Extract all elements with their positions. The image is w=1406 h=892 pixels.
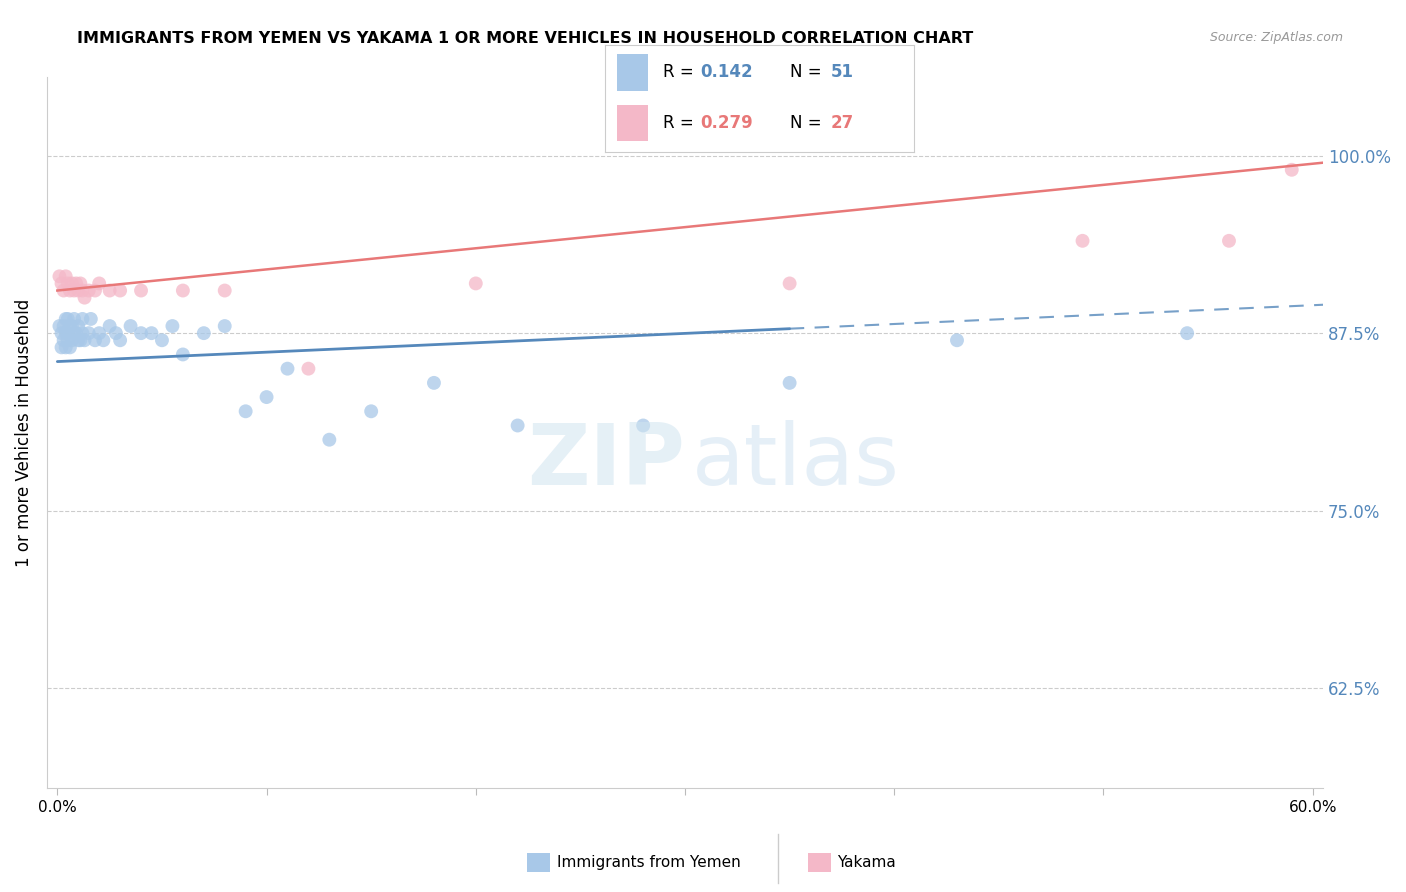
Point [60, 319, 83, 334]
Text: N =: N = [790, 114, 827, 132]
Point [51, 277, 73, 291]
Point [141, 326, 163, 340]
Point [77, 326, 100, 340]
Point [104, 326, 127, 340]
Text: Immigrants from Yemen: Immigrants from Yemen [557, 855, 741, 870]
Point [84, 333, 107, 347]
Bar [617, 104, 648, 141]
Point [297, 361, 319, 376]
Point [235, 404, 257, 418]
Point [162, 319, 184, 334]
Point [56, 333, 79, 347]
Point [98, 319, 121, 334]
Text: 0.142: 0.142 [700, 63, 754, 81]
Point [55, 269, 77, 284]
Text: IMMIGRANTS FROM YEMEN VS YAKAMA 1 OR MORE VEHICLES IN HOUSEHOLD CORRELATION CHAR: IMMIGRANTS FROM YEMEN VS YAKAMA 1 OR MOR… [77, 31, 973, 46]
Point [946, 333, 969, 347]
Point [1281, 162, 1303, 177]
Point [72, 284, 94, 298]
Point [84, 284, 107, 298]
Point [120, 319, 142, 334]
Point [48, 319, 70, 334]
Point [52, 333, 75, 347]
Point [193, 326, 215, 340]
Text: R =: R = [664, 114, 699, 132]
Point [67, 333, 90, 347]
Point [631, 418, 654, 433]
Point [65, 277, 87, 291]
Point [779, 376, 801, 390]
Point [56, 312, 79, 326]
Point [129, 284, 152, 298]
Point [77, 284, 100, 298]
Point [214, 284, 236, 298]
Point [67, 284, 90, 298]
Point [72, 326, 94, 340]
Point [51, 340, 73, 354]
Text: 27: 27 [831, 114, 853, 132]
Point [256, 390, 278, 404]
Point [51, 326, 73, 340]
Point [276, 361, 298, 376]
Point [1175, 326, 1198, 340]
Text: 51: 51 [831, 63, 853, 81]
Point [60, 333, 83, 347]
Point [89, 277, 111, 291]
Text: Source: ZipAtlas.com: Source: ZipAtlas.com [1209, 31, 1343, 45]
Text: N =: N = [790, 63, 827, 81]
Point [360, 404, 382, 418]
Point [48, 269, 70, 284]
Point [72, 312, 94, 326]
Point [129, 326, 152, 340]
Point [108, 333, 131, 347]
Point [779, 277, 801, 291]
Point [60, 277, 83, 291]
Point [214, 319, 236, 334]
Point [73, 291, 96, 305]
Text: R =: R = [664, 63, 699, 81]
Point [63, 326, 86, 340]
Point [55, 326, 77, 340]
Point [80, 312, 103, 326]
Point [89, 326, 111, 340]
Text: Yakama: Yakama [837, 855, 896, 870]
Point [73, 333, 96, 347]
Point [506, 418, 529, 433]
Point [1071, 234, 1094, 248]
Point [59, 319, 82, 334]
Point [52, 319, 75, 334]
Point [67, 319, 90, 334]
Point [1218, 234, 1240, 248]
Point [318, 433, 340, 447]
Point [150, 333, 173, 347]
Point [63, 284, 86, 298]
Point [59, 284, 82, 298]
Point [59, 340, 82, 354]
Point [172, 284, 194, 298]
Point [172, 347, 194, 361]
Text: atlas: atlas [692, 419, 900, 502]
Point [69, 277, 91, 291]
Text: ZIP: ZIP [527, 419, 685, 502]
Point [93, 333, 115, 347]
Point [464, 277, 486, 291]
Point [423, 376, 446, 390]
Point [108, 284, 131, 298]
Point [63, 312, 86, 326]
Point [55, 312, 77, 326]
Point [69, 333, 91, 347]
Point [56, 277, 79, 291]
Point [55, 340, 77, 354]
Point [65, 326, 87, 340]
Y-axis label: 1 or more Vehicles in Household: 1 or more Vehicles in Household [15, 299, 32, 566]
Point [52, 284, 75, 298]
Bar [617, 54, 648, 91]
Point [56, 326, 79, 340]
Text: 0.279: 0.279 [700, 114, 754, 132]
Point [98, 284, 121, 298]
